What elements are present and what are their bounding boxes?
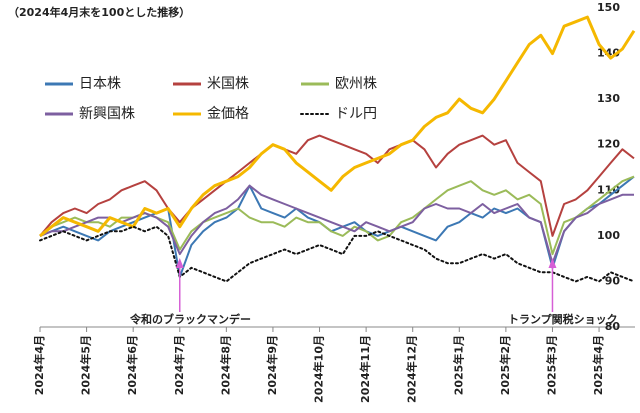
x-tick-label: 2024年7月 bbox=[172, 335, 186, 395]
series-line bbox=[39, 134, 635, 237]
x-tick-label: 2025年1月 bbox=[451, 335, 465, 395]
x-tick-label: 2024年11月 bbox=[358, 335, 372, 403]
annotation: 令和のブラックマンデー bbox=[129, 312, 251, 326]
x-tick-label: 2025年4月 bbox=[591, 335, 605, 395]
legend-label: 日本株 bbox=[79, 76, 121, 92]
x-tick-label: 2024年8月 bbox=[218, 335, 232, 395]
legend-label: 欧州株 bbox=[335, 76, 377, 92]
legend-label: 米国株 bbox=[207, 76, 249, 92]
series-line bbox=[39, 225, 635, 283]
x-tick-label: 2024年9月 bbox=[265, 335, 279, 395]
x-tick-label: 2024年6月 bbox=[125, 335, 139, 395]
legend-label: ドル円 bbox=[335, 106, 377, 122]
x-tick-label: 2024年4月 bbox=[32, 335, 46, 395]
y-tick-label: 100 bbox=[597, 229, 620, 242]
series-line bbox=[39, 175, 635, 278]
legend-label: 金価格 bbox=[207, 106, 249, 122]
x-tick-label: 2024年10月 bbox=[312, 335, 326, 403]
y-tick-label: 80 bbox=[605, 320, 621, 333]
y-tick-label: 150 bbox=[597, 1, 620, 14]
series-line bbox=[39, 15, 636, 238]
x-tick-label: 2024年5月 bbox=[79, 335, 93, 395]
x-tick-label: 2024年12月 bbox=[405, 335, 419, 403]
legend-label: 新興国株 bbox=[79, 106, 135, 122]
x-tick-label: 2025年2月 bbox=[498, 335, 512, 395]
annotation-arrowhead bbox=[175, 258, 184, 268]
chart-title: （2024年4月末を100とした推移） bbox=[8, 5, 190, 19]
annotation-arrowhead bbox=[548, 258, 557, 268]
y-tick-label: 130 bbox=[597, 92, 620, 105]
x-tick-label: 2025年3月 bbox=[544, 335, 558, 395]
annotation: トランプ関税ショック bbox=[508, 312, 618, 326]
y-tick-label: 120 bbox=[597, 138, 620, 151]
y-tick-label: 90 bbox=[605, 274, 621, 287]
